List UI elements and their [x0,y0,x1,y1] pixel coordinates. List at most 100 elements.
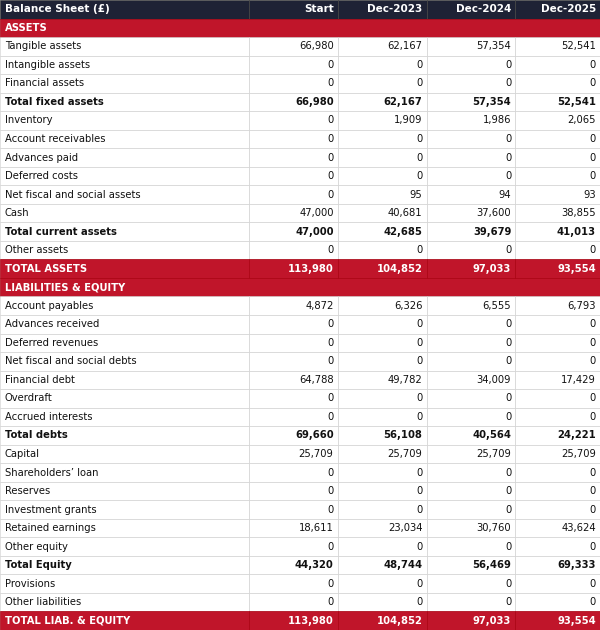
Text: Overdraft: Overdraft [5,393,53,403]
Bar [0,18,600,37]
Text: 0: 0 [328,152,334,163]
Text: 0: 0 [590,171,596,181]
Text: Dec-2024: Dec-2024 [456,4,511,14]
Text: 42,685: 42,685 [383,227,422,237]
Text: 0: 0 [328,190,334,200]
Text: 0: 0 [416,338,422,348]
Text: 6,555: 6,555 [482,301,511,311]
Text: Total current assets: Total current assets [5,227,116,237]
Bar [0,278,600,297]
Bar [0,111,249,130]
Bar [249,370,338,389]
Bar [427,315,515,333]
Bar [338,612,427,630]
Bar [515,0,600,18]
Bar [427,148,515,167]
Bar [249,426,338,445]
Text: Other liabilities: Other liabilities [5,597,81,607]
Bar [515,575,600,593]
Bar [515,74,600,93]
Text: 0: 0 [328,338,334,348]
Bar [338,370,427,389]
Text: Deferred revenues: Deferred revenues [5,338,98,348]
Text: 66,980: 66,980 [299,42,334,51]
Bar [0,333,249,352]
Bar [427,612,515,630]
Text: 0: 0 [505,505,511,515]
Text: 0: 0 [328,115,334,125]
Bar [0,93,249,111]
Bar [515,445,600,463]
Text: 0: 0 [505,542,511,552]
Text: LIABILITIES & EQUITY: LIABILITIES & EQUITY [5,282,125,292]
Bar [427,111,515,130]
Text: 0: 0 [416,245,422,255]
Text: 56,108: 56,108 [383,430,422,440]
Text: 0: 0 [416,542,422,552]
Bar [249,389,338,408]
Text: 0: 0 [328,579,334,588]
Bar [427,185,515,204]
Bar [0,130,249,148]
Text: 24,221: 24,221 [557,430,596,440]
Text: Total Equity: Total Equity [5,560,71,570]
Bar [427,333,515,352]
Bar [249,37,338,55]
Bar [338,55,427,74]
Bar [0,593,249,612]
Text: 62,167: 62,167 [383,97,422,107]
Bar [338,93,427,111]
Text: 0: 0 [416,171,422,181]
Text: 0: 0 [328,467,334,478]
Bar [427,260,515,278]
Bar [338,222,427,241]
Text: Investment grants: Investment grants [5,505,97,515]
Bar [338,445,427,463]
Bar [0,445,249,463]
Text: 0: 0 [505,134,511,144]
Text: 0: 0 [328,171,334,181]
Text: 0: 0 [505,579,511,588]
Text: 0: 0 [590,338,596,348]
Text: 0: 0 [416,467,422,478]
Text: 44,320: 44,320 [295,560,334,570]
Text: 0: 0 [590,542,596,552]
Text: 0: 0 [505,60,511,70]
Bar [338,408,427,426]
Text: Deferred costs: Deferred costs [5,171,78,181]
Bar [515,204,600,222]
Bar [515,241,600,260]
Bar [427,463,515,482]
Text: 0: 0 [328,357,334,366]
Bar [0,370,249,389]
Text: 93: 93 [583,190,596,200]
Text: 0: 0 [505,486,511,496]
Text: 0: 0 [328,486,334,496]
Bar [427,352,515,370]
Bar [515,500,600,519]
Text: 0: 0 [416,597,422,607]
Bar [249,352,338,370]
Text: 0: 0 [328,60,334,70]
Text: 1,986: 1,986 [482,115,511,125]
Text: 0: 0 [505,357,511,366]
Bar [249,297,338,315]
Text: 30,760: 30,760 [476,523,511,533]
Text: 40,564: 40,564 [472,430,511,440]
Text: 17,429: 17,429 [561,375,596,385]
Text: 38,855: 38,855 [561,208,596,218]
Bar [338,389,427,408]
Bar [0,500,249,519]
Text: 0: 0 [328,245,334,255]
Bar [249,575,338,593]
Bar [338,463,427,482]
Text: TOTAL LIAB. & EQUITY: TOTAL LIAB. & EQUITY [5,616,130,626]
Text: TOTAL ASSETS: TOTAL ASSETS [5,264,87,273]
Bar [515,315,600,333]
Text: Net fiscal and social debts: Net fiscal and social debts [5,357,136,366]
Text: 113,980: 113,980 [288,264,334,273]
Text: 0: 0 [590,412,596,422]
Bar [0,537,249,556]
Text: 62,167: 62,167 [388,42,422,51]
Bar [0,575,249,593]
